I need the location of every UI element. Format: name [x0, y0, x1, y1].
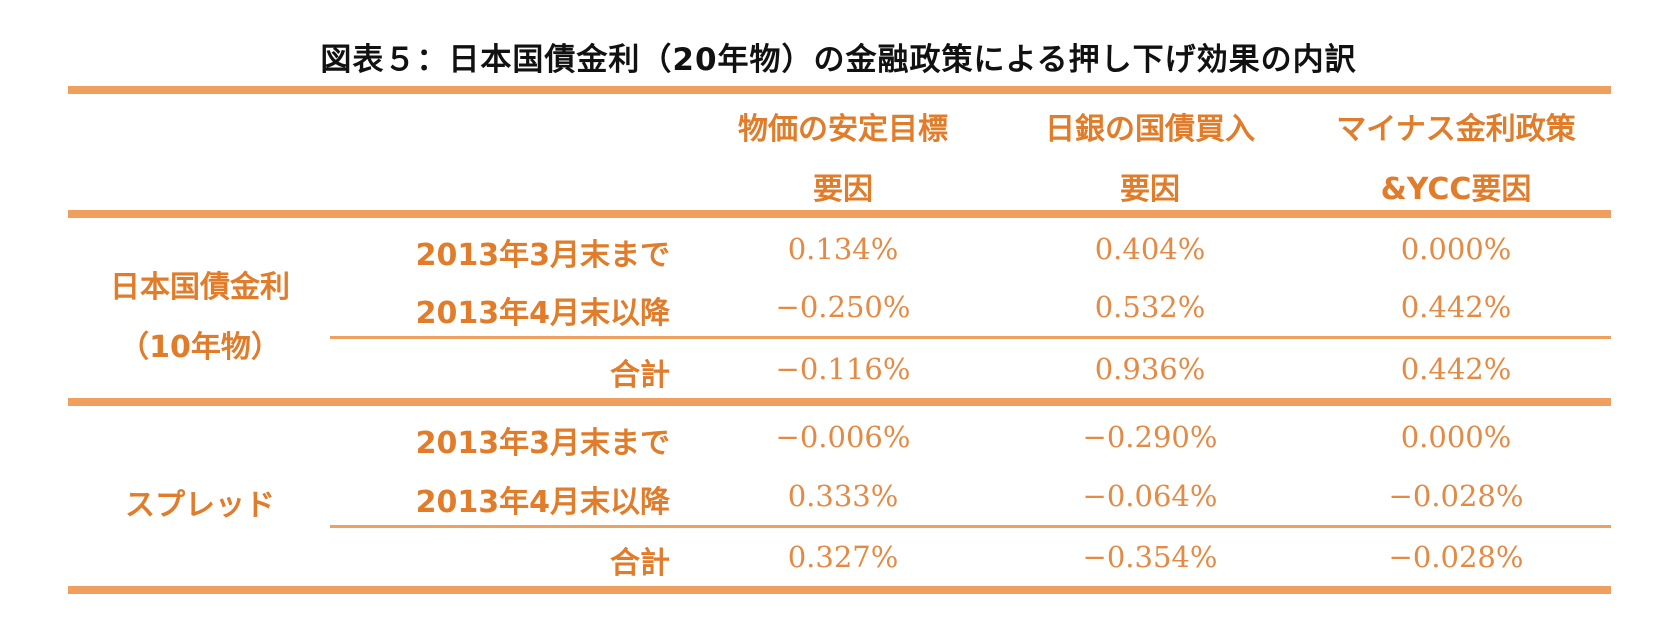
group-label-spread: スプレッド [125, 488, 275, 523]
group-divider-rule [68, 398, 1611, 406]
table-cell: −0.006% [775, 420, 911, 454]
row-label-total: 合計 [610, 546, 670, 581]
table-cell: 0.327% [787, 540, 899, 574]
table-cell: −0.290% [1082, 420, 1218, 454]
col3-header-line1: マイナス金利政策 [1336, 112, 1576, 147]
table-cell: 0.404% [1094, 232, 1206, 266]
group-label-jgb-sub: （10年物） [119, 330, 281, 365]
subtotal-rule [330, 336, 1611, 339]
col2-header-line2: 要因 [1120, 172, 1180, 207]
group-label-jgb: 日本国債金利 [110, 270, 290, 305]
row-label: 2013年4月末以降 [415, 485, 670, 520]
table-cell: 0.333% [787, 479, 899, 513]
page-title: 図表５：日本国債金利（20年物）の金融政策による押し下げ効果の内訳 [320, 42, 1357, 78]
row-label-total: 合計 [610, 358, 670, 393]
table-cell: 0.936% [1094, 352, 1206, 386]
col3-header-line2: &YCC要因 [1380, 172, 1532, 207]
table-cell: −0.028% [1388, 540, 1524, 574]
row-label: 2013年4月末以降 [415, 296, 670, 331]
table-cell: 0.134% [787, 232, 899, 266]
col1-header-line1: 物価の安定目標 [738, 112, 948, 147]
subtotal-rule [330, 525, 1611, 528]
table-top-rule [68, 86, 1611, 94]
header-bottom-rule [68, 210, 1611, 218]
table-bottom-rule [68, 586, 1611, 594]
table-cell: −0.064% [1082, 479, 1218, 513]
row-label: 2013年3月末まで [415, 238, 670, 273]
table-cell: 0.442% [1400, 352, 1512, 386]
table-cell: 0.000% [1400, 420, 1512, 454]
table-cell: 0.000% [1400, 232, 1512, 266]
table-cell: 0.532% [1094, 290, 1206, 324]
table-cell: −0.354% [1082, 540, 1218, 574]
col1-header-line2: 要因 [813, 172, 873, 207]
table-cell: 0.442% [1400, 290, 1512, 324]
table-cell: −0.116% [775, 352, 911, 386]
col2-header-line1: 日銀の国債買入 [1045, 112, 1255, 147]
table-cell: −0.028% [1388, 479, 1524, 513]
table-cell: −0.250% [775, 290, 911, 324]
row-label: 2013年3月末まで [415, 426, 670, 461]
